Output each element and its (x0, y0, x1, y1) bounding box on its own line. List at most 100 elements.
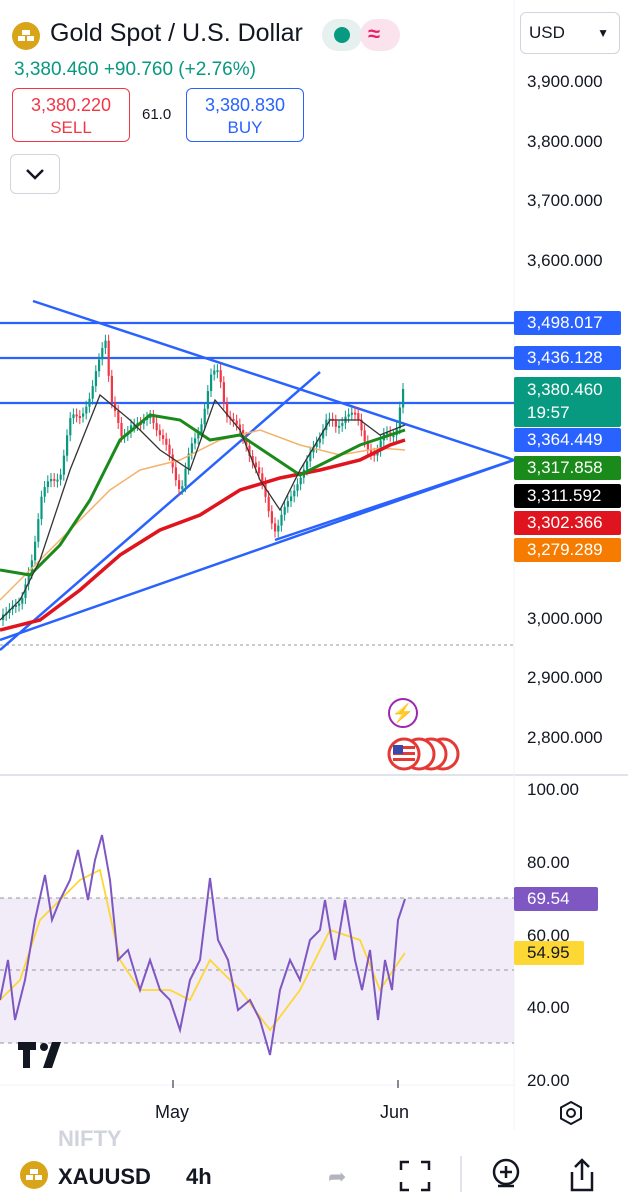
candle (402, 389, 405, 408)
buy-price: 3,380.830 (204, 95, 286, 115)
candle (270, 511, 273, 524)
chevron-down-icon: ▼ (597, 26, 609, 40)
share-icon[interactable] (566, 1158, 598, 1197)
candle (72, 414, 75, 419)
candle (181, 486, 184, 490)
candle (338, 425, 341, 428)
candle (120, 422, 123, 437)
price-change: +90.760 (+2.76%) (103, 59, 256, 80)
candle (283, 506, 286, 515)
candle (360, 419, 363, 431)
candle (210, 374, 213, 392)
market-status-pill[interactable] (322, 19, 362, 51)
price-axis-label: 2,800.000 (527, 728, 603, 747)
toolbar-divider (460, 1156, 462, 1192)
candle (46, 481, 49, 488)
candle (194, 438, 197, 444)
buy-label: BUY (227, 118, 263, 137)
time-axis-label: May (155, 1102, 190, 1122)
candle (78, 416, 81, 419)
candle (232, 418, 235, 421)
collapse-toggle-button[interactable] (10, 154, 60, 194)
candle (322, 430, 325, 439)
candle (110, 375, 113, 403)
candle (50, 478, 53, 482)
candle (114, 402, 117, 412)
redo-icon[interactable]: ➦ (328, 1164, 347, 1189)
candle (27, 573, 30, 585)
price-tag-ma-black: 3,311.592 (514, 484, 621, 508)
candle (277, 525, 280, 532)
candle (53, 478, 56, 481)
sell-price: 3,380.220 (30, 95, 112, 115)
currency-value: USD (529, 23, 565, 42)
price-tag-ma-green: 3,317.858 (514, 456, 621, 480)
last-price: 3,380.460 (14, 59, 99, 80)
bar-countdown: 19:57 (527, 403, 570, 422)
candle (309, 452, 312, 462)
chevron-down-icon (26, 169, 44, 180)
candle (130, 425, 133, 433)
candle (69, 418, 72, 436)
candle (34, 541, 37, 561)
candle (197, 433, 200, 439)
candle (280, 514, 283, 526)
candle (82, 413, 85, 417)
candle (21, 598, 24, 604)
candle (91, 386, 94, 399)
candle (219, 370, 222, 383)
candle (222, 382, 225, 404)
candle (85, 406, 88, 414)
candle (94, 371, 97, 387)
fullscreen-icon[interactable] (399, 1160, 431, 1197)
settings-icon[interactable] (558, 1100, 584, 1126)
candle (187, 453, 190, 469)
candle (43, 487, 46, 497)
candle (171, 454, 174, 468)
candle (379, 440, 382, 451)
price-candles (2, 334, 405, 626)
buy-button[interactable]: 3,380.830 BUY (186, 88, 304, 142)
candle (274, 523, 277, 532)
candle (347, 414, 350, 417)
candle (290, 496, 293, 502)
candle (24, 584, 27, 599)
price-axis-label: 2,900.000 (527, 668, 603, 687)
candle (98, 359, 101, 372)
interval-button[interactable]: 4h (186, 1164, 212, 1189)
candle (350, 412, 353, 415)
candle (206, 391, 209, 409)
candle (152, 416, 155, 424)
candle (296, 484, 299, 491)
bottom-toolbar: XAUUSD 4h ➦ (0, 1150, 628, 1200)
data-feed-pill[interactable]: ≈ (360, 19, 400, 51)
candle (174, 467, 177, 481)
gold-logo-icon (20, 1161, 48, 1189)
symbol-button[interactable]: XAUUSD (58, 1164, 151, 1189)
sell-label: SELL (50, 118, 92, 137)
candle (286, 501, 289, 507)
symbol-title[interactable]: Gold Spot / U.S. Dollar (50, 19, 303, 47)
price-tag-line: 3,436.128 (514, 346, 621, 370)
candle (168, 444, 171, 455)
candle (248, 445, 251, 456)
candle (312, 446, 315, 453)
rsi-axis-label: 20.00 (527, 1071, 570, 1090)
candle (190, 443, 193, 454)
sell-button[interactable]: 3,380.220 SELL (12, 88, 130, 142)
price-tag-ma-orange: 3,279.289 (514, 538, 621, 562)
approx-icon: ≈ (368, 21, 381, 46)
rsi-axis-label: 80.00 (527, 853, 570, 872)
candle (62, 455, 65, 475)
price-axis-label: 3,000.000 (527, 609, 603, 628)
currency-select[interactable]: USD ▼ (520, 12, 620, 54)
candle (213, 370, 216, 375)
candle (245, 437, 248, 446)
us-events-icon[interactable] (386, 736, 462, 772)
candle (162, 435, 165, 439)
candle (178, 480, 181, 490)
add-indicator-icon[interactable] (490, 1158, 522, 1197)
candle (366, 441, 369, 450)
lightning-icon[interactable]: ⚡ (388, 698, 418, 728)
